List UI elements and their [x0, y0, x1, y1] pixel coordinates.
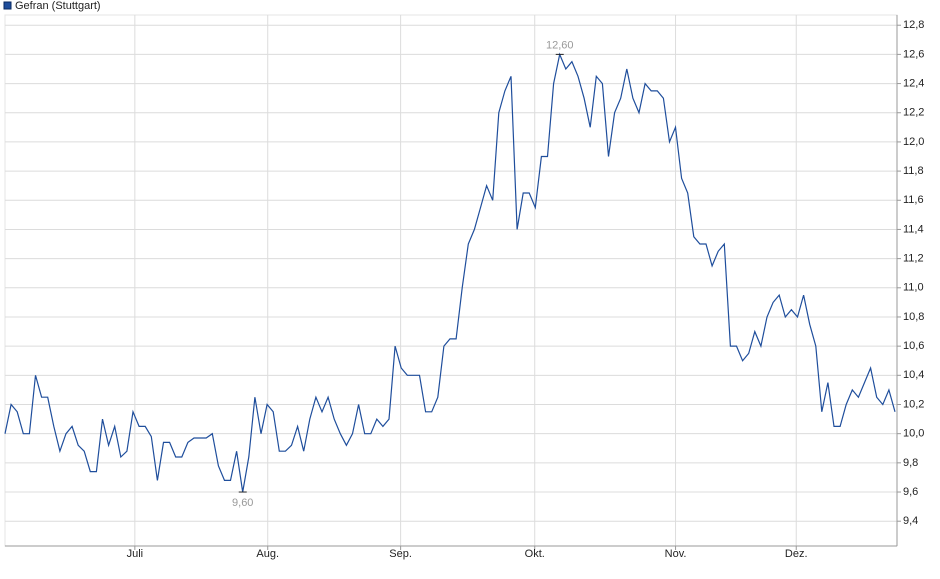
y-tick-label: 11,0	[903, 282, 924, 294]
x-tick-label: Dez.	[785, 548, 808, 560]
y-tick-label: 10,4	[903, 369, 924, 381]
extreme-label: 12,60	[546, 39, 574, 51]
y-tick-label: 12,6	[903, 48, 924, 60]
y-tick-label: 9,4	[903, 515, 918, 527]
y-tick-label: 11,2	[903, 253, 924, 265]
y-tick-label: 12,0	[903, 136, 924, 148]
y-tick-label: 10,2	[903, 398, 924, 410]
legend-label: Gefran (Stuttgart)	[15, 0, 101, 12]
extreme-label: 9,60	[232, 497, 253, 509]
y-tick-label: 12,4	[903, 77, 924, 89]
x-tick-label: Okt.	[525, 548, 545, 560]
legend-swatch	[3, 1, 12, 10]
x-tick-label: Sep.	[389, 548, 412, 560]
y-tick-label: 9,8	[903, 457, 918, 469]
x-tick-label: Juli	[127, 548, 144, 560]
y-tick-label: 9,6	[903, 486, 918, 498]
y-tick-label: 11,8	[903, 165, 924, 177]
y-tick-label: 10,6	[903, 340, 924, 352]
y-tick-label: 12,8	[903, 19, 924, 31]
x-tick-label: Nov.	[665, 548, 687, 560]
y-tick-label: 10,8	[903, 311, 924, 323]
y-tick-label: 12,2	[903, 107, 924, 119]
x-tick-label: Aug.	[256, 548, 279, 560]
price-line	[4, 52, 896, 493]
y-tick-label: 11,4	[903, 223, 924, 235]
y-tick-label: 11,6	[903, 194, 924, 206]
plot-area	[4, 14, 898, 547]
y-tick-label: 10,0	[903, 428, 924, 440]
